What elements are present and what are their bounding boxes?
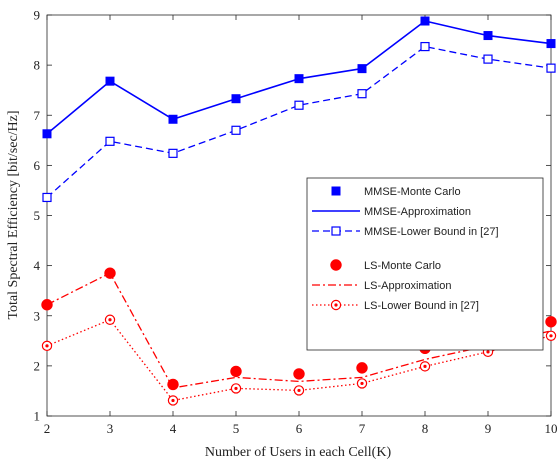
data-point-dot (549, 334, 553, 338)
y-tick-label: 6 (34, 158, 41, 173)
x-tick-label: 3 (107, 421, 114, 436)
x-tick-label: 8 (422, 421, 429, 436)
y-tick-label: 1 (34, 409, 41, 424)
x-tick-label: 5 (233, 421, 240, 436)
data-point (546, 63, 556, 73)
x-tick-label: 9 (485, 421, 492, 436)
x-tick-label: 6 (296, 421, 303, 436)
y-tick-label: 7 (34, 108, 41, 123)
data-point-dot (45, 344, 49, 348)
x-tick-label: 10 (545, 421, 558, 436)
y-tick-label: 4 (34, 258, 41, 273)
data-point (483, 54, 493, 64)
data-point-dot (171, 398, 175, 403)
data-point (41, 299, 53, 311)
legend-marker-5-dot (334, 303, 338, 307)
y-tick-label: 3 (34, 308, 41, 323)
x-tick-label: 4 (170, 421, 177, 436)
data-point (231, 125, 241, 135)
data-point (357, 89, 367, 99)
data-point (356, 362, 368, 374)
data-point (42, 192, 52, 203)
data-point (293, 368, 305, 380)
series-line (46, 20, 552, 135)
x-tick-label: 7 (359, 421, 366, 436)
legend-box (306, 177, 544, 351)
legend-label-0: MMSE-Monte Carlo (364, 186, 461, 198)
series-2 (42, 41, 556, 203)
legend-label-3: LS-Monte Carlo (364, 260, 441, 272)
series-line (46, 319, 552, 402)
data-point (105, 136, 115, 146)
data-point-dot (486, 350, 490, 354)
data-point-dot (108, 318, 112, 322)
series-line (46, 45, 552, 198)
legend-marker-3 (330, 259, 342, 271)
y-axis-label: Total Spectral Efficiency [bit/sec/Hz] (6, 110, 21, 319)
data-point (230, 365, 242, 378)
data-point-dot (360, 381, 364, 386)
y-tick-label: 2 (34, 358, 41, 373)
legend-marker-0 (331, 186, 341, 196)
legend-label-5: LS-Lower Bound in [27] (364, 300, 479, 312)
legend-label-4: LS-Approximation (364, 280, 451, 292)
data-point-dot (234, 386, 238, 391)
data-point (420, 41, 430, 52)
legend-label-1: MMSE-Approximation (364, 206, 471, 218)
legend: MMSE-Monte Carlo MMSE-Approximation MMSE-L… (306, 177, 544, 351)
y-tick-label: 8 (34, 58, 41, 73)
data-point (294, 100, 304, 110)
data-point (168, 148, 178, 158)
y-tick-label: 5 (34, 208, 41, 223)
data-point (545, 316, 557, 328)
data-point-dot (423, 364, 427, 368)
y-tick-label: 9 (34, 8, 41, 23)
legend-label-2: MMSE-Lower Bound in [27] (364, 226, 499, 238)
data-point-dot (297, 388, 301, 393)
legend-marker-2 (331, 226, 341, 236)
x-axis-label: Number of Users in each Cell(K) (205, 445, 392, 460)
series-1 (46, 20, 552, 135)
x-tick-label: 2 (44, 421, 51, 436)
